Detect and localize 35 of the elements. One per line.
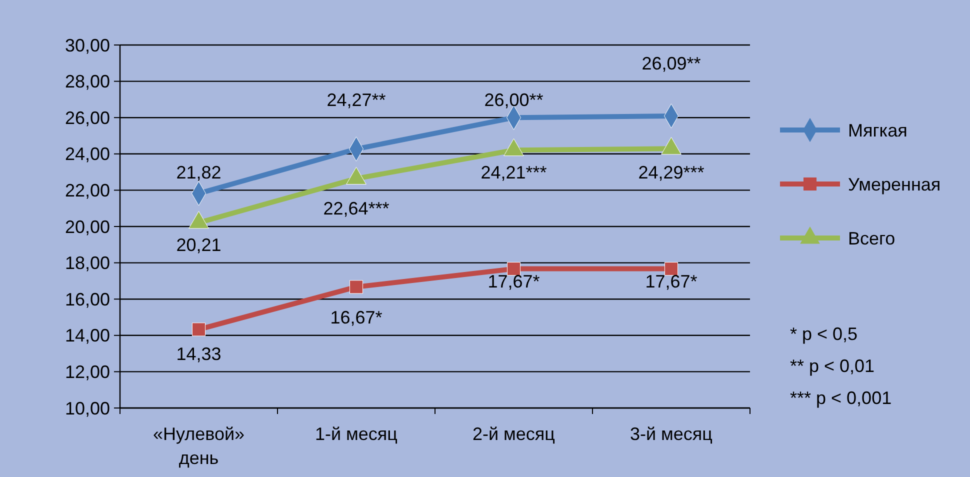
legend-label: Мягкая: [848, 120, 908, 140]
data-label: 17,67*: [645, 271, 698, 292]
data-label: 14,33: [176, 344, 222, 364]
data-label: 22,64***: [323, 198, 390, 219]
x-tick-label: 2-й месяц: [472, 424, 556, 444]
data-label: 24,21***: [480, 162, 547, 182]
y-tick-label: 14,00: [64, 326, 110, 346]
point: [192, 322, 206, 336]
data-label: 16,67*: [330, 308, 382, 328]
x-tick-label: «Нулевой» день: [152, 424, 245, 468]
text: * p < 0,5: [790, 324, 858, 344]
y-tick-label: 28,00: [64, 72, 110, 92]
y-tick-label: 24,00: [64, 144, 110, 164]
y-tick-label: 26,00: [64, 108, 110, 128]
data-label: 21,82: [176, 162, 222, 182]
x-tick-label: 1-й месяц: [314, 424, 398, 444]
data-label: 24,29***: [638, 162, 704, 182]
y-tick-label: 10,00: [64, 398, 110, 418]
y-tick-label: 22,00: [64, 180, 110, 200]
data-label: 26,00**: [484, 90, 544, 110]
y-tick-label: 12,00: [64, 362, 110, 382]
y-tick-label: 16,00: [64, 289, 110, 310]
x-tick-label: 3-й месяц: [630, 424, 713, 444]
data-label: 24,27**: [326, 90, 386, 110]
text: *** p < 0,001: [790, 388, 892, 408]
data-label: 17,67*: [488, 271, 540, 292]
data-label: 26,09**: [642, 53, 701, 74]
legend-label: Всего: [848, 228, 896, 248]
data-label: 20,21: [176, 234, 222, 255]
y-tick-label: 18,00: [64, 253, 110, 274]
text: ** p < 0,01: [790, 356, 875, 376]
y-tick-label: 30,00: [64, 35, 110, 56]
y-tick-label: 20,00: [64, 216, 110, 237]
legend-label: Умеренная: [848, 174, 941, 194]
point: [349, 280, 364, 294]
